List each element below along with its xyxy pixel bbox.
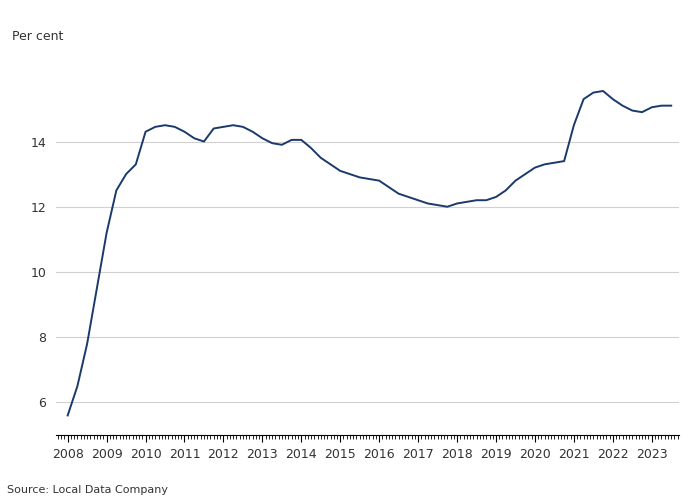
Text: Source: Local Data Company: Source: Local Data Company (7, 485, 168, 495)
Text: Per cent: Per cent (13, 30, 64, 43)
